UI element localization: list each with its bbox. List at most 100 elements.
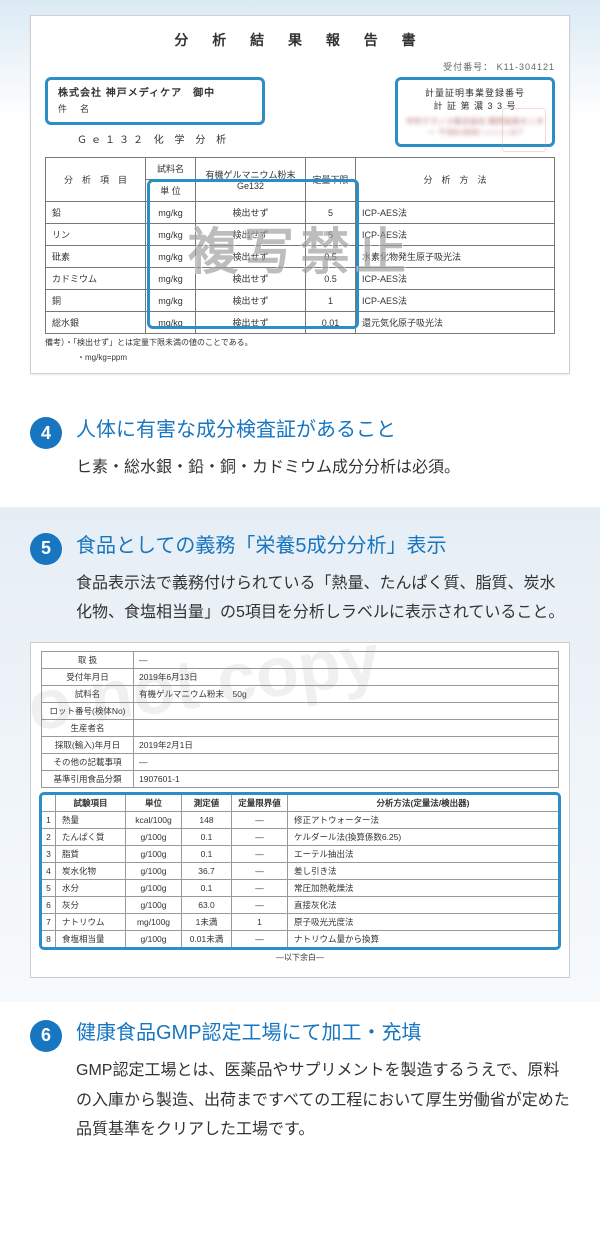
table-row: 2たんぱく質g/100g0.1—ケルダール法(換算係数6.25) <box>42 828 559 845</box>
receipt-number: 受付番号： K11-304121 <box>45 60 555 73</box>
cell-method: ナトリウム量から換算 <box>288 930 559 947</box>
cell-lim: 0.01 <box>306 312 356 334</box>
meta-label: その他の記載事項 <box>42 753 134 770</box>
table-row: その他の記載事項— <box>42 753 559 770</box>
cert-line-1: 計量証明事業登録番号 <box>406 86 544 99</box>
cell-item: 脂質 <box>56 845 126 862</box>
table-row: 採取(輸入)年月日2019年2月1日 <box>42 736 559 753</box>
cell-val: 36.7 <box>182 862 232 879</box>
cell-n: 8 <box>42 930 56 947</box>
cell-item: カドミウム <box>46 268 146 290</box>
cell-lim: 1 <box>306 290 356 312</box>
cell-val: 1未満 <box>182 913 232 930</box>
th2-val: 測定値 <box>182 794 232 811</box>
cell-n: 7 <box>42 913 56 930</box>
section-5: 5 食品としての義務「栄養5成分分析」表示 食品表示法で義務付けられている「熱量… <box>0 507 600 1002</box>
cell-method: ICP-AES法 <box>356 290 555 312</box>
report1-table-wrap: 分 析 項 目 試料名 有機ゲルマニウム粉末 Ge132 定量下限 分 析 方 … <box>45 157 555 334</box>
cell-item: 総水銀 <box>46 312 146 334</box>
cell-n: 1 <box>42 811 56 828</box>
cell-lim: 5 <box>306 202 356 224</box>
cell-item: リン <box>46 224 146 246</box>
cell-val: 0.1 <box>182 845 232 862</box>
cell-val: 0.01未満 <box>182 930 232 947</box>
cell-lim: 5 <box>306 224 356 246</box>
company-name: 株式会社 神戸メディケア 御中 <box>58 86 252 102</box>
table-row: 取 扱— <box>42 651 559 668</box>
table-row: 6灰分g/100g63.0—直接灰化法 <box>42 896 559 913</box>
meta-label: 取 扱 <box>42 651 134 668</box>
table1-note1: 備考）・「検出せず」とは定量下限未満の値のことである。 <box>45 338 555 348</box>
cell-unit: g/100g <box>126 930 182 947</box>
cell-lim: 0.5 <box>306 246 356 268</box>
company-seal-icon <box>502 108 546 152</box>
cell-unit: g/100g <box>126 879 182 896</box>
cell-item: 熱量 <box>56 811 126 828</box>
cell-unit: mg/kg <box>146 202 196 224</box>
meta-label: 生産者名 <box>42 719 134 736</box>
nutrition-table: 試験項目 単位 測定値 定量限界値 分析方法(定量法/検出器) 1熱量kcal/… <box>41 794 559 948</box>
point-6: 6 健康食品GMP認定工場にて加工・充填 GMP認定工場とは、医薬品やサプリメン… <box>0 1002 600 1175</box>
cell-lim: — <box>232 862 288 879</box>
point5-body: 食品としての義務「栄養5成分分析」表示 食品表示法で義務付けられている「熱量、た… <box>76 531 570 628</box>
cell-val: 検出せず <box>196 202 306 224</box>
table-row: 銅mg/kg検出せず1ICP-AES法 <box>46 290 555 312</box>
cell-lim: — <box>232 879 288 896</box>
table-row: 総水銀mg/kg検出せず0.01還元気化原子吸光法 <box>46 312 555 334</box>
cell-val: 検出せず <box>196 268 306 290</box>
cell-unit: mg/kg <box>146 268 196 290</box>
meta-label: ロット番号(検体No) <box>42 702 134 719</box>
cell-method: 水素化物発生原子吸光法 <box>356 246 555 268</box>
report1-header-row: 株式会社 神戸メディケア 御中 件 名 Ｇｅ１３２ 化 学 分 析 計量証明事業… <box>45 77 555 147</box>
cell-item: 炭水化物 <box>56 862 126 879</box>
th2-idx <box>42 794 56 811</box>
cell-unit: g/100g <box>126 828 182 845</box>
table-row: 7ナトリウムmg/100g1未満1原子吸光光度法 <box>42 913 559 930</box>
nutrition-meta-table: 取 扱—受付年月日2019年6月13日試料名有機ゲルマニウム粉末 50gロット番… <box>41 651 559 788</box>
point5-title: 食品としての義務「栄養5成分分析」表示 <box>76 531 570 561</box>
subject-label: 件 名 <box>58 102 252 116</box>
cell-lim: — <box>232 828 288 845</box>
cell-method: ICP-AES法 <box>356 268 555 290</box>
cell-val: 0.1 <box>182 879 232 896</box>
meta-label: 試料名 <box>42 685 134 702</box>
meta-value <box>134 702 559 719</box>
cell-method: 直接灰化法 <box>288 896 559 913</box>
cell-item: たんぱく質 <box>56 828 126 845</box>
meta-value: 有機ゲルマニウム粉末 50g <box>134 685 559 702</box>
analysis-report-paper: 分 析 結 果 報 告 書 受付番号： K11-304121 株式会社 神戸メデ… <box>30 15 570 374</box>
table-row: 基準引用食品分類1907601-1 <box>42 770 559 787</box>
th2-item: 試験項目 <box>56 794 126 811</box>
th2-unit: 単位 <box>126 794 182 811</box>
cell-method: 差し引き法 <box>288 862 559 879</box>
table-row: リンmg/kg検出せず5ICP-AES法 <box>46 224 555 246</box>
table-row: 3脂質g/100g0.1—エーテル抽出法 <box>42 845 559 862</box>
cell-lim: — <box>232 930 288 947</box>
meta-value: 2019年2月1日 <box>134 736 559 753</box>
cell-lim: — <box>232 845 288 862</box>
cell-item: 灰分 <box>56 896 126 913</box>
meta-value: — <box>134 651 559 668</box>
cell-method: ICP-AES法 <box>356 202 555 224</box>
cell-val: 検出せず <box>196 312 306 334</box>
table-row: 4炭水化物g/100g36.7—差し引き法 <box>42 862 559 879</box>
table-row: ロット番号(検体No) <box>42 702 559 719</box>
meta-value: — <box>134 753 559 770</box>
table-row: 受付年月日2019年6月13日 <box>42 668 559 685</box>
analysis-subject: Ｇｅ１３２ 化 学 分 析 <box>77 131 265 146</box>
cell-unit: mg/kg <box>146 246 196 268</box>
table-row: 5水分g/100g0.1—常圧加熱乾燥法 <box>42 879 559 896</box>
cell-method: ケルダール法(換算係数6.25) <box>288 828 559 845</box>
cell-n: 5 <box>42 879 56 896</box>
cell-item: 砒素 <box>46 246 146 268</box>
meta-value: 1907601-1 <box>134 770 559 787</box>
cell-lim: 1 <box>232 913 288 930</box>
cell-item: 鉛 <box>46 202 146 224</box>
table1-note2: ・mg/kg=ppm <box>45 353 555 363</box>
th-unit: 単 位 <box>146 180 196 202</box>
point6-body: 健康食品GMP認定工場にて加工・充填 GMP認定工場とは、医薬品やサプリメントを… <box>76 1018 570 1145</box>
badge-6: 6 <box>30 1020 62 1052</box>
point6-title: 健康食品GMP認定工場にて加工・充填 <box>76 1018 570 1048</box>
point6-text: GMP認定工場とは、医薬品やサプリメントを製造するうえで、原料の入庫から製造、出… <box>76 1056 570 1145</box>
point4-title: 人体に有害な成分検査証があること <box>76 415 570 445</box>
